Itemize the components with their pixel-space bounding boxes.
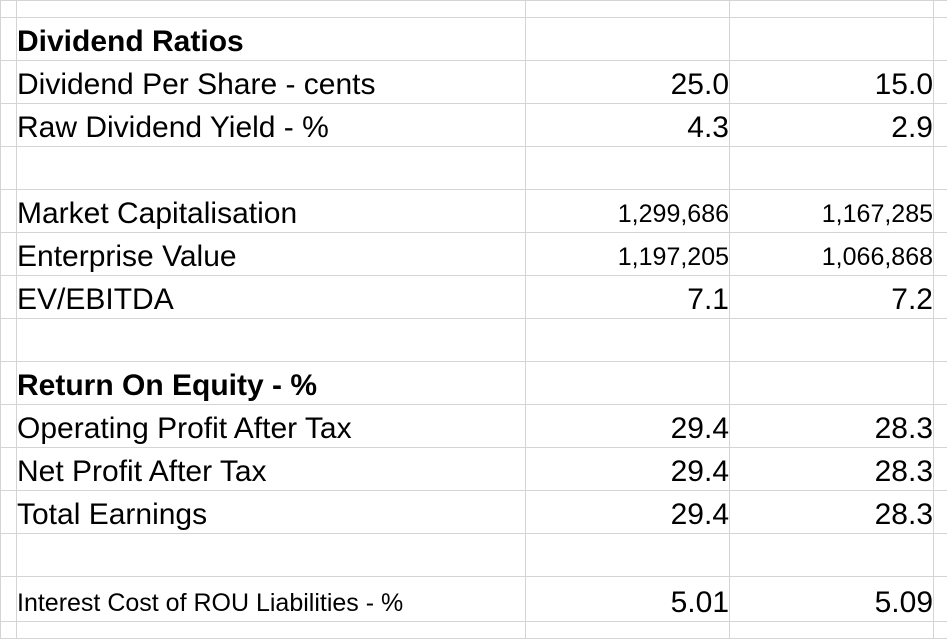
- value-cell[interactable]: 2.9: [730, 104, 934, 147]
- cell[interactable]: [1, 276, 17, 319]
- cell[interactable]: [934, 276, 947, 319]
- value-cell[interactable]: 29.4: [526, 405, 730, 448]
- cell[interactable]: [1, 622, 17, 639]
- value-cell[interactable]: 28.3: [730, 405, 934, 448]
- cell[interactable]: [1, 18, 17, 61]
- cell[interactable]: [934, 362, 947, 405]
- value-cell[interactable]: 15.0: [730, 61, 934, 104]
- cell[interactable]: [1, 233, 17, 276]
- table-row: Raw Dividend Yield - % 4.3 2.9: [1, 104, 947, 147]
- grid-row: [1, 147, 947, 190]
- table-row: Net Profit After Tax 29.4 28.3: [1, 448, 947, 491]
- value-cell[interactable]: 28.3: [730, 448, 934, 491]
- value-cell[interactable]: 1,299,686: [526, 190, 730, 233]
- cell[interactable]: [1, 491, 17, 534]
- table-row: Market Capitalisation 1,299,686 1,167,28…: [1, 190, 947, 233]
- value-cell[interactable]: 5.09: [730, 577, 934, 622]
- cell[interactable]: [730, 18, 934, 61]
- table-row: Total Earnings 29.4 28.3: [1, 491, 947, 534]
- cell[interactable]: [934, 491, 947, 534]
- cell[interactable]: [1, 1, 17, 18]
- row-label[interactable]: Dividend Per Share - cents: [17, 61, 526, 104]
- cell[interactable]: [934, 405, 947, 448]
- cell[interactable]: [526, 622, 730, 639]
- cell[interactable]: [1, 362, 17, 405]
- value-cell[interactable]: 1,066,868: [730, 233, 934, 276]
- cell[interactable]: [934, 577, 947, 622]
- cell[interactable]: [934, 61, 947, 104]
- cell[interactable]: [934, 319, 947, 362]
- cell[interactable]: [934, 622, 947, 639]
- value-cell[interactable]: 7.2: [730, 276, 934, 319]
- value-cell[interactable]: 7.1: [526, 276, 730, 319]
- cell[interactable]: [526, 18, 730, 61]
- cell[interactable]: [730, 319, 934, 362]
- row-label[interactable]: Total Earnings: [17, 491, 526, 534]
- cell[interactable]: [526, 1, 730, 18]
- value-cell[interactable]: 5.01: [526, 577, 730, 622]
- cell[interactable]: [1, 104, 17, 147]
- value-cell[interactable]: 29.4: [526, 491, 730, 534]
- cell[interactable]: [526, 319, 730, 362]
- cell[interactable]: [17, 534, 526, 577]
- cell[interactable]: [1, 448, 17, 491]
- cell[interactable]: [526, 362, 730, 405]
- cell[interactable]: [17, 1, 526, 18]
- cell[interactable]: [934, 233, 947, 276]
- value-cell[interactable]: 1,167,285: [730, 190, 934, 233]
- grid-row: Return On Equity - %: [1, 362, 947, 405]
- cell[interactable]: [730, 622, 934, 639]
- cell[interactable]: [934, 147, 947, 190]
- row-label[interactable]: Interest Cost of ROU Liabilities - %: [17, 577, 526, 622]
- cell[interactable]: [526, 534, 730, 577]
- table-row: Operating Profit After Tax 29.4 28.3: [1, 405, 947, 448]
- grid-row: [1, 622, 947, 639]
- cell[interactable]: [17, 319, 526, 362]
- cell[interactable]: [934, 104, 947, 147]
- value-cell[interactable]: 25.0: [526, 61, 730, 104]
- row-label[interactable]: Enterprise Value: [17, 233, 526, 276]
- cell[interactable]: [1, 405, 17, 448]
- grid-row: [1, 534, 947, 577]
- cell[interactable]: [1, 61, 17, 104]
- cell[interactable]: [1, 147, 17, 190]
- cell[interactable]: [730, 362, 934, 405]
- cell[interactable]: [730, 147, 934, 190]
- value-cell[interactable]: 1,197,205: [526, 233, 730, 276]
- cell[interactable]: [17, 622, 526, 639]
- table-row: EV/EBITDA 7.1 7.2: [1, 276, 947, 319]
- cell[interactable]: [934, 448, 947, 491]
- cell[interactable]: [934, 18, 947, 61]
- section-title-return-on-equity[interactable]: Return On Equity - %: [17, 362, 526, 405]
- grid-row: [1, 1, 947, 18]
- grid-row: [1, 319, 947, 362]
- table-row: Dividend Per Share - cents 25.0 15.0: [1, 61, 947, 104]
- cell[interactable]: [934, 1, 947, 18]
- cell[interactable]: [526, 147, 730, 190]
- cell[interactable]: [1, 190, 17, 233]
- cell[interactable]: [934, 534, 947, 577]
- cell[interactable]: [934, 190, 947, 233]
- cell[interactable]: [1, 319, 17, 362]
- value-cell[interactable]: 29.4: [526, 448, 730, 491]
- value-cell[interactable]: 4.3: [526, 104, 730, 147]
- row-label[interactable]: Raw Dividend Yield - %: [17, 104, 526, 147]
- cell[interactable]: [730, 534, 934, 577]
- cell[interactable]: [1, 534, 17, 577]
- row-label[interactable]: Operating Profit After Tax: [17, 405, 526, 448]
- row-label[interactable]: EV/EBITDA: [17, 276, 526, 319]
- grid-row: Dividend Ratios: [1, 18, 947, 61]
- table-row: Interest Cost of ROU Liabilities - % 5.0…: [1, 577, 947, 622]
- cell[interactable]: [1, 577, 17, 622]
- cell[interactable]: [730, 1, 934, 18]
- cell[interactable]: [17, 147, 526, 190]
- table-row: Enterprise Value 1,197,205 1,066,868: [1, 233, 947, 276]
- section-title-dividend-ratios[interactable]: Dividend Ratios: [17, 18, 526, 61]
- row-label[interactable]: Net Profit After Tax: [17, 448, 526, 491]
- value-cell[interactable]: 28.3: [730, 491, 934, 534]
- row-label[interactable]: Market Capitalisation: [17, 190, 526, 233]
